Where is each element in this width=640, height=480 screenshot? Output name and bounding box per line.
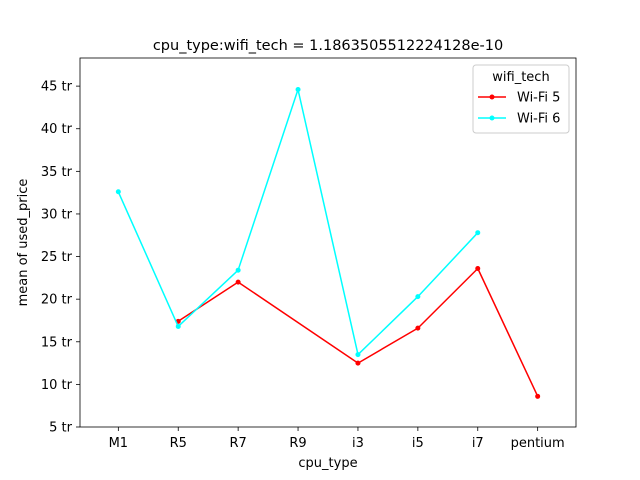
legend-label: Wi-Fi 5 bbox=[517, 91, 560, 106]
y-axis-label: mean of used_price bbox=[16, 179, 31, 307]
legend-box bbox=[472, 64, 570, 134]
data-point bbox=[535, 393, 541, 399]
data-point bbox=[415, 294, 421, 300]
legend-label: Wi-Fi 6 bbox=[517, 112, 560, 127]
x-tick-label: i7 bbox=[472, 436, 484, 451]
legend-entries: Wi-Fi 5 Wi-Fi 6 bbox=[478, 91, 560, 127]
legend-swatch-marker bbox=[489, 94, 495, 100]
y-tick-label: 5 tr bbox=[49, 421, 73, 436]
data-point bbox=[355, 352, 361, 358]
series-line bbox=[177, 267, 539, 397]
legend: wifi_tech Wi-Fi 5 Wi-Fi 6 bbox=[472, 64, 570, 134]
x-tick-label: M1 bbox=[109, 436, 129, 451]
data-point bbox=[295, 87, 301, 93]
series-layer bbox=[115, 87, 541, 399]
x-tick-label: pentium bbox=[511, 436, 565, 451]
legend-swatch-marker bbox=[489, 115, 495, 121]
series-wi-fi-6 bbox=[115, 87, 481, 358]
y-tick-label: 25 tr bbox=[41, 250, 73, 265]
data-point bbox=[475, 265, 481, 271]
y-tick-label: 40 tr bbox=[41, 122, 73, 137]
data-point bbox=[475, 230, 481, 236]
data-point bbox=[175, 323, 181, 329]
y-tick-label: 10 tr bbox=[41, 378, 73, 393]
y-tick-label: 30 tr bbox=[41, 207, 73, 222]
x-axis-label: cpu_type bbox=[298, 456, 357, 471]
x-tick-label: i3 bbox=[352, 436, 364, 451]
series-wi-fi-5 bbox=[175, 265, 541, 399]
data-point bbox=[355, 360, 361, 366]
x-tick-label: R5 bbox=[170, 436, 187, 451]
x-tick-label: R7 bbox=[229, 436, 246, 451]
y-tick-label: 20 tr bbox=[41, 293, 73, 308]
data-point bbox=[235, 279, 241, 285]
y-tick-label: 15 tr bbox=[41, 335, 73, 350]
legend-title: wifi_tech bbox=[492, 70, 549, 85]
data-point bbox=[235, 267, 241, 273]
data-point bbox=[115, 189, 121, 195]
y-axis-ticks: 5 tr 10 tr 15 tr 20 tr 25 tr 30 tr 35 tr 40 tr 4… bbox=[41, 80, 80, 436]
x-tick-label: i5 bbox=[412, 436, 424, 451]
y-tick-label: 35 tr bbox=[41, 165, 73, 180]
data-point bbox=[415, 325, 421, 331]
x-axis-ticks: M1 R5 R7 R9 i3 i5 i7 pentium bbox=[109, 427, 565, 451]
x-tick-label: R9 bbox=[289, 436, 306, 451]
y-tick-label: 45 tr bbox=[41, 80, 73, 95]
chart-title: cpu_type:wifi_tech = 1.1863505512224128e… bbox=[153, 38, 503, 54]
